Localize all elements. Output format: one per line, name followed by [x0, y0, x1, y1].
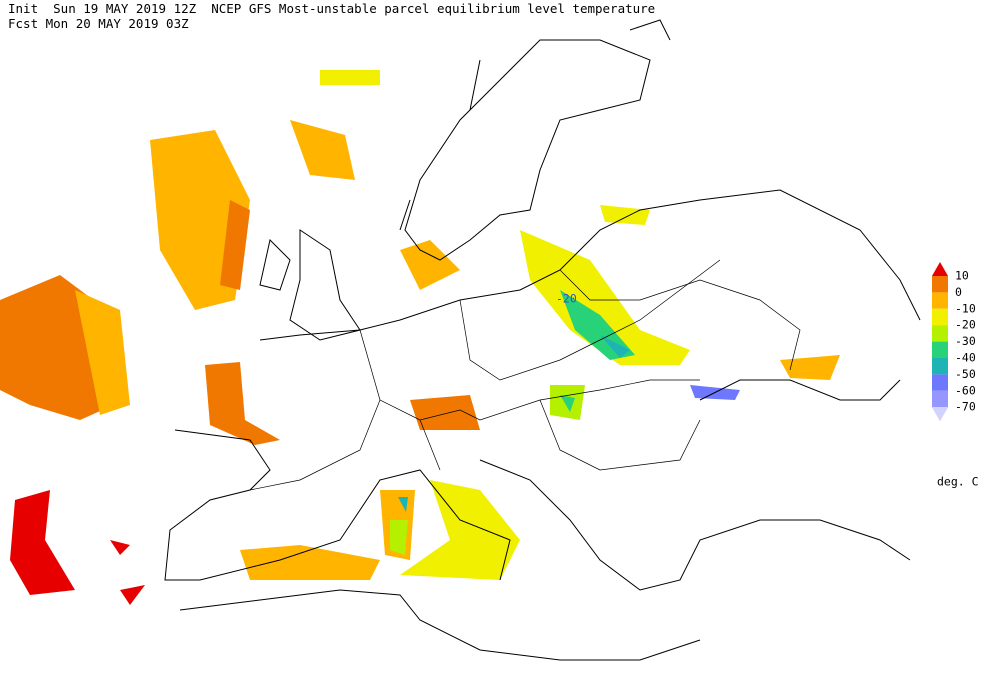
field-patches — [0, 70, 840, 605]
colorbar-box — [932, 341, 948, 358]
colorbar-box — [932, 374, 948, 391]
colorbar-box — [932, 276, 948, 293]
title-line: Init Sun 19 MAY 2019 12Z NCEP GFS Most-u… — [8, 1, 656, 16]
colorbar-label: -50 — [955, 367, 976, 381]
colorbar-box — [932, 308, 948, 326]
colorbar: 10 0 -10 -20 -30 -40 -50 -60 -70 deg. C — [932, 262, 979, 489]
borders — [249, 259, 801, 491]
contour-label: -20 — [556, 292, 577, 306]
colorbar-triangle — [932, 262, 948, 276]
colorbar-triangle — [932, 407, 948, 422]
colorbar-label: -70 — [955, 400, 976, 414]
colorbar-box — [932, 292, 948, 309]
colorbar-label: -20 — [955, 318, 976, 332]
colorbar-label: 10 — [955, 269, 969, 283]
colorbar-units: deg. C — [937, 475, 979, 489]
colorbar-box — [932, 390, 948, 408]
subtitle-line: Fcst Mon 20 MAY 2019 03Z — [8, 16, 189, 31]
colorbar-label: -40 — [955, 351, 976, 365]
colorbar-label: -10 — [955, 301, 976, 315]
colorbar-label: -60 — [955, 383, 976, 397]
colorbar-label: -30 — [955, 334, 976, 348]
coastlines — [164, 19, 921, 661]
colorbar-label: 0 — [955, 285, 962, 299]
colorbar-box — [932, 325, 948, 342]
colorbar-box — [932, 358, 948, 375]
